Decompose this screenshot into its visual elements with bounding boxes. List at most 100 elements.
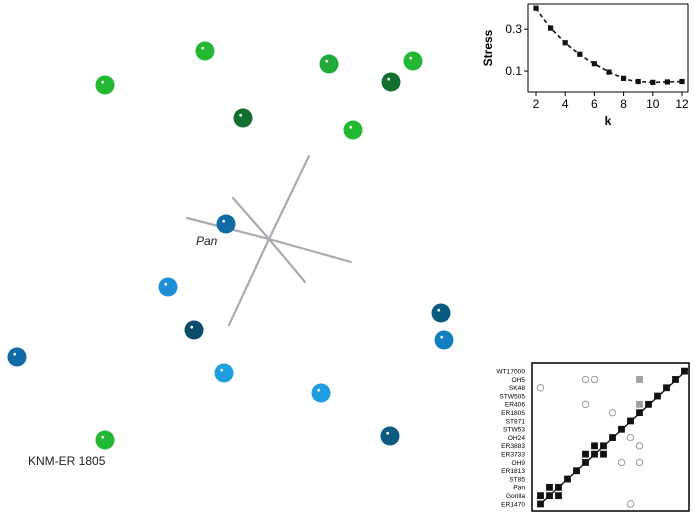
scatter-point-blue-10 [184, 320, 204, 340]
scatter-point-green-1 [195, 41, 215, 61]
stress-point-6 [577, 51, 583, 57]
stress-series-line [533, 5, 685, 85]
stress-point-16 [650, 79, 656, 85]
matrix-cell-filled-12 [636, 409, 643, 417]
scatter-point-blue-11 [7, 347, 27, 367]
stress-x-tick-label-1: 4 [562, 97, 569, 111]
matrix-cell-open-2 [536, 384, 545, 392]
matrix-row-label-12: ER1813 [501, 468, 525, 475]
scatter-point-blue-16 [380, 426, 400, 446]
matrix-cell-open-3 [581, 375, 590, 384]
matrix-cell-filled-26 [573, 467, 580, 475]
scatter-point-blue-15 [434, 330, 454, 350]
matrix-cell-filled-7 [654, 392, 661, 400]
stress-point-20 [679, 78, 685, 85]
stress-point-10 [606, 69, 612, 75]
matrix-cell-filled-20 [600, 450, 607, 458]
scatter-point-green-3 [403, 51, 423, 71]
annotation-pan: Pan [196, 234, 218, 248]
matrix-cell-gray-5 [636, 376, 643, 383]
stress-x-tick-label-5: 12 [675, 97, 689, 111]
scatter-point-blue-14 [431, 303, 451, 323]
matrix-row-label-10: ER3733 [501, 452, 525, 459]
matrix-cell-filled-30 [546, 492, 553, 500]
scatter-point-green-4 [381, 72, 401, 92]
stress-x-tick-label-4: 10 [646, 97, 660, 111]
scatter-points [7, 41, 454, 450]
stress-x-tick-label-2: 6 [591, 97, 598, 111]
matrix-row-label-0: WT17000 [496, 369, 525, 376]
scatter-point-green-0 [95, 75, 115, 95]
matrix-cell-open-21 [635, 442, 644, 450]
matrix-cell-filled-27 [564, 475, 571, 483]
matrix-cell-filled-19 [591, 450, 598, 458]
matrix-cell-filled-16 [609, 434, 616, 441]
biplot-panel: Pan KNM-ER 1805 [7, 41, 454, 468]
scatter-point-blue-9 [158, 277, 178, 297]
stress-axis-ticks: 2 4 6 8 10 12 0.3 0.1 [505, 22, 689, 111]
biplot-vector-5 [267, 237, 307, 284]
matrix-row-label-4: ER406 [505, 402, 525, 409]
matrix-cell-filled-17 [600, 442, 607, 450]
scatter-point-blue-8 [216, 214, 236, 234]
matrix-row-label-6: ST871 [506, 418, 526, 425]
stress-y-tick-label-1: 0.1 [505, 64, 522, 78]
matrix-row-label-15: Gorilla [506, 493, 525, 500]
stress-plot-frame [527, 3, 689, 93]
stress-point-14 [635, 78, 641, 85]
scatter-point-blue-13 [311, 383, 331, 403]
stress-x-axis-label: k [605, 114, 612, 128]
scatter-point-blue-12 [214, 363, 234, 383]
matrix-cell-filled-6 [663, 384, 670, 392]
scatter-point-green-6 [343, 120, 363, 140]
stress-point-8 [591, 61, 597, 67]
scatter-point-green-7 [95, 430, 115, 450]
biplot-vector-1 [227, 237, 271, 327]
matrix-cell-open-24 [617, 458, 626, 467]
matrix-row-label-8: OH24 [508, 435, 526, 442]
matrix-row-label-16: ER1470 [501, 501, 525, 508]
stress-point-4 [562, 40, 568, 46]
matrix-cell-filled-14 [618, 425, 625, 433]
matrix-cell-open-11 [608, 408, 617, 417]
matrix-cell-filled-34 [537, 500, 544, 508]
stress-x-tick-label-3: 8 [620, 97, 627, 111]
stress-inset-chart: 2 4 6 8 10 12 0.3 0.1 k Stress [481, 3, 689, 128]
matrix-row-label-14: Pan [513, 485, 525, 492]
matrix-cell-open-33 [626, 500, 635, 508]
annotation-knm-er-1805: KNM-ER 1805 [28, 454, 106, 468]
biplot-vector-3 [267, 237, 353, 264]
matrix-cells [536, 367, 689, 508]
matrix-row-label-7: STW53 [503, 427, 525, 434]
matrix-row-label-1: OH5 [511, 377, 525, 384]
stress-y-axis-label: Stress [481, 29, 495, 66]
matrix-cell-filled-1 [672, 376, 679, 383]
matrix-cell-filled-29 [555, 483, 562, 491]
biplot-vector-0 [267, 154, 311, 241]
stress-y-tick-label-0: 0.3 [505, 22, 522, 36]
matrix-cell-gray-9 [636, 400, 643, 408]
scatter-point-green-2 [319, 54, 339, 74]
matrix-row-label-5: ER1805 [501, 410, 525, 417]
scatter-point-green-5 [233, 108, 253, 128]
stress-point-2 [548, 25, 554, 31]
biplot-vector-4 [231, 196, 271, 241]
matrix-cell-filled-22 [582, 450, 589, 458]
matrix-row-label-11: OH9 [511, 460, 525, 467]
matrix-cell-filled-32 [537, 492, 544, 500]
matrix-cell-filled-10 [645, 400, 652, 408]
matrix-row-label-3: STW505 [499, 393, 525, 400]
matrix-cell-filled-0 [681, 367, 688, 375]
stress-point-18 [664, 79, 670, 85]
matrix-row-label-13: ST85 [509, 476, 525, 483]
matrix-cell-filled-31 [555, 492, 562, 500]
matrix-row-label-2: SK48 [509, 385, 525, 392]
matrix-cell-filled-25 [582, 459, 589, 466]
matrix-cell-filled-28 [546, 483, 553, 491]
matrix-cell-open-15 [626, 433, 635, 442]
matrix-cell-open-23 [635, 458, 644, 467]
stress-point-12 [621, 75, 627, 81]
